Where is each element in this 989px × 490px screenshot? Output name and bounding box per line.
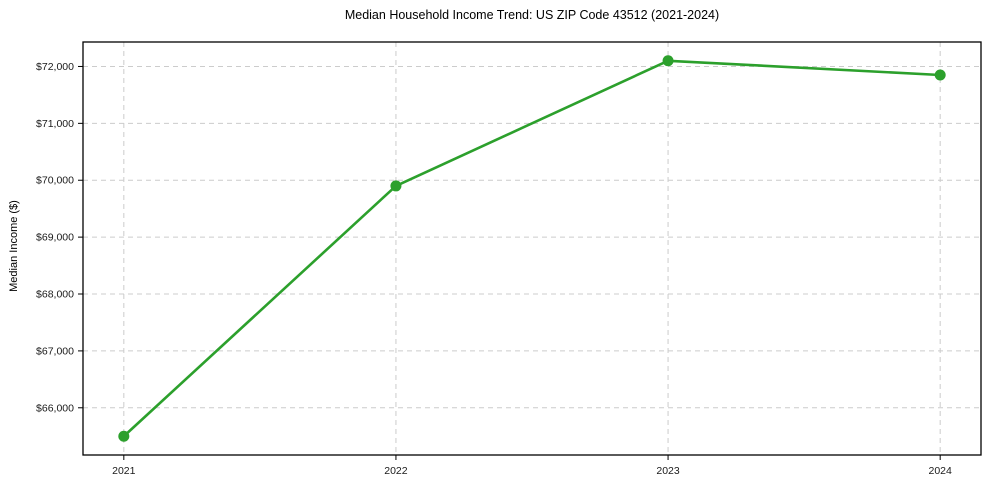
data-point-2023 [662,55,674,67]
chart-title: Median Household Income Trend: US ZIP Co… [344,8,720,22]
y-tick-label: $70,000 [36,175,74,187]
x-tick-label: 2022 [384,465,408,477]
y-tick-label: $71,000 [36,118,74,130]
x-tick-label: 2021 [112,465,136,477]
data-point-2024 [934,69,946,81]
y-tick-label: $67,000 [36,345,74,357]
data-point-2021 [118,430,130,442]
y-tick-label: $69,000 [36,232,74,244]
y-tick-label: $72,000 [36,61,74,73]
x-tick-label: 2023 [656,465,680,477]
plot-frame [82,41,982,456]
data-point-2022 [390,180,402,192]
y-tick-label: $66,000 [36,402,74,414]
x-tick-label: 2024 [929,465,953,477]
y-tick-label: $68,000 [36,289,74,301]
income-trend-line [122,59,942,438]
